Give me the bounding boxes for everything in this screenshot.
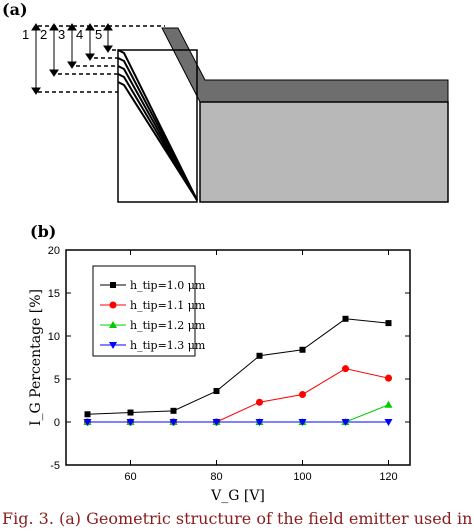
y-tick-label: 20 [48,245,60,257]
marker-1: 1 [22,27,29,42]
legend-label-3: h_tip=1.2 μm [130,319,206,332]
height-arrows [31,23,113,95]
legend-label-2: h_tip=1.1 μm [130,299,206,312]
y-tick-label: 10 [48,331,60,343]
data-point [256,352,263,359]
data-point [341,419,350,426]
height-reference-lines [38,25,165,93]
plot-frame [65,249,411,466]
marker-2: 2 [40,27,47,42]
data-point [342,315,349,322]
panel-b-label: (b) [30,222,57,241]
x-axis-label: V_G [V] [210,488,265,504]
legend-marker [109,342,117,349]
x-tick-label: 60 [124,471,136,483]
legend-marker [109,301,117,309]
y-axis-label: I_G Percentage [%] [28,289,44,426]
data-point [170,407,177,414]
legend-marker [109,321,117,328]
y-tick-label: 0 [54,417,60,429]
data-point [126,419,135,426]
x-tick-label: 100 [293,471,311,483]
data-point [212,419,221,426]
marker-3: 3 [58,27,65,42]
legend-label-1: h_tip=1.0 μm [130,279,206,292]
data-point [127,409,134,416]
height-markers: 1 2 3 4 5 [22,27,102,42]
emitter-structure-diagram: 1 2 3 4 5 [22,23,449,203]
data-point [384,419,393,426]
marker-5: 5 [95,27,102,42]
legend-label-4: h_tip=1.3 μm [130,339,206,352]
figure-caption: Fig. 3. (a) Geometric structure of the f… [2,509,474,528]
data-point [255,419,264,426]
y-tick-label: 5 [54,374,60,386]
data-point [385,320,392,327]
emitter-base [117,49,198,203]
data-point [256,398,263,406]
y-tick-label: -5 [50,460,60,472]
data-point [169,419,178,426]
data-point [299,390,306,398]
data-point [385,374,392,382]
chart-series [83,315,393,426]
data-point [84,411,91,418]
legend-box [92,265,196,357]
emitter-tips [117,49,198,201]
data-point [299,346,306,353]
series-line-1 [87,318,389,415]
data-point [384,400,393,408]
data-point [298,419,307,426]
chart-axes: 60 80 100 120 -5 0 5 10 15 20 V_G [V] I_G Percentag… [28,245,411,504]
x-tick-label: 80 [210,471,222,483]
chart-legend: h_tip=1.0 μm h_tip=1.1 μm h_tip=1.2 μm h_ti… [92,265,206,357]
data-point [83,419,92,426]
x-tick-label: 120 [379,471,397,483]
data-point [213,388,220,395]
y-tick-label: 15 [48,288,60,300]
panel-a-label: (a) [2,0,28,19]
marker-4: 4 [76,27,83,42]
gate-body [199,101,449,203]
legend-marker [110,282,116,288]
data-point [342,365,349,373]
